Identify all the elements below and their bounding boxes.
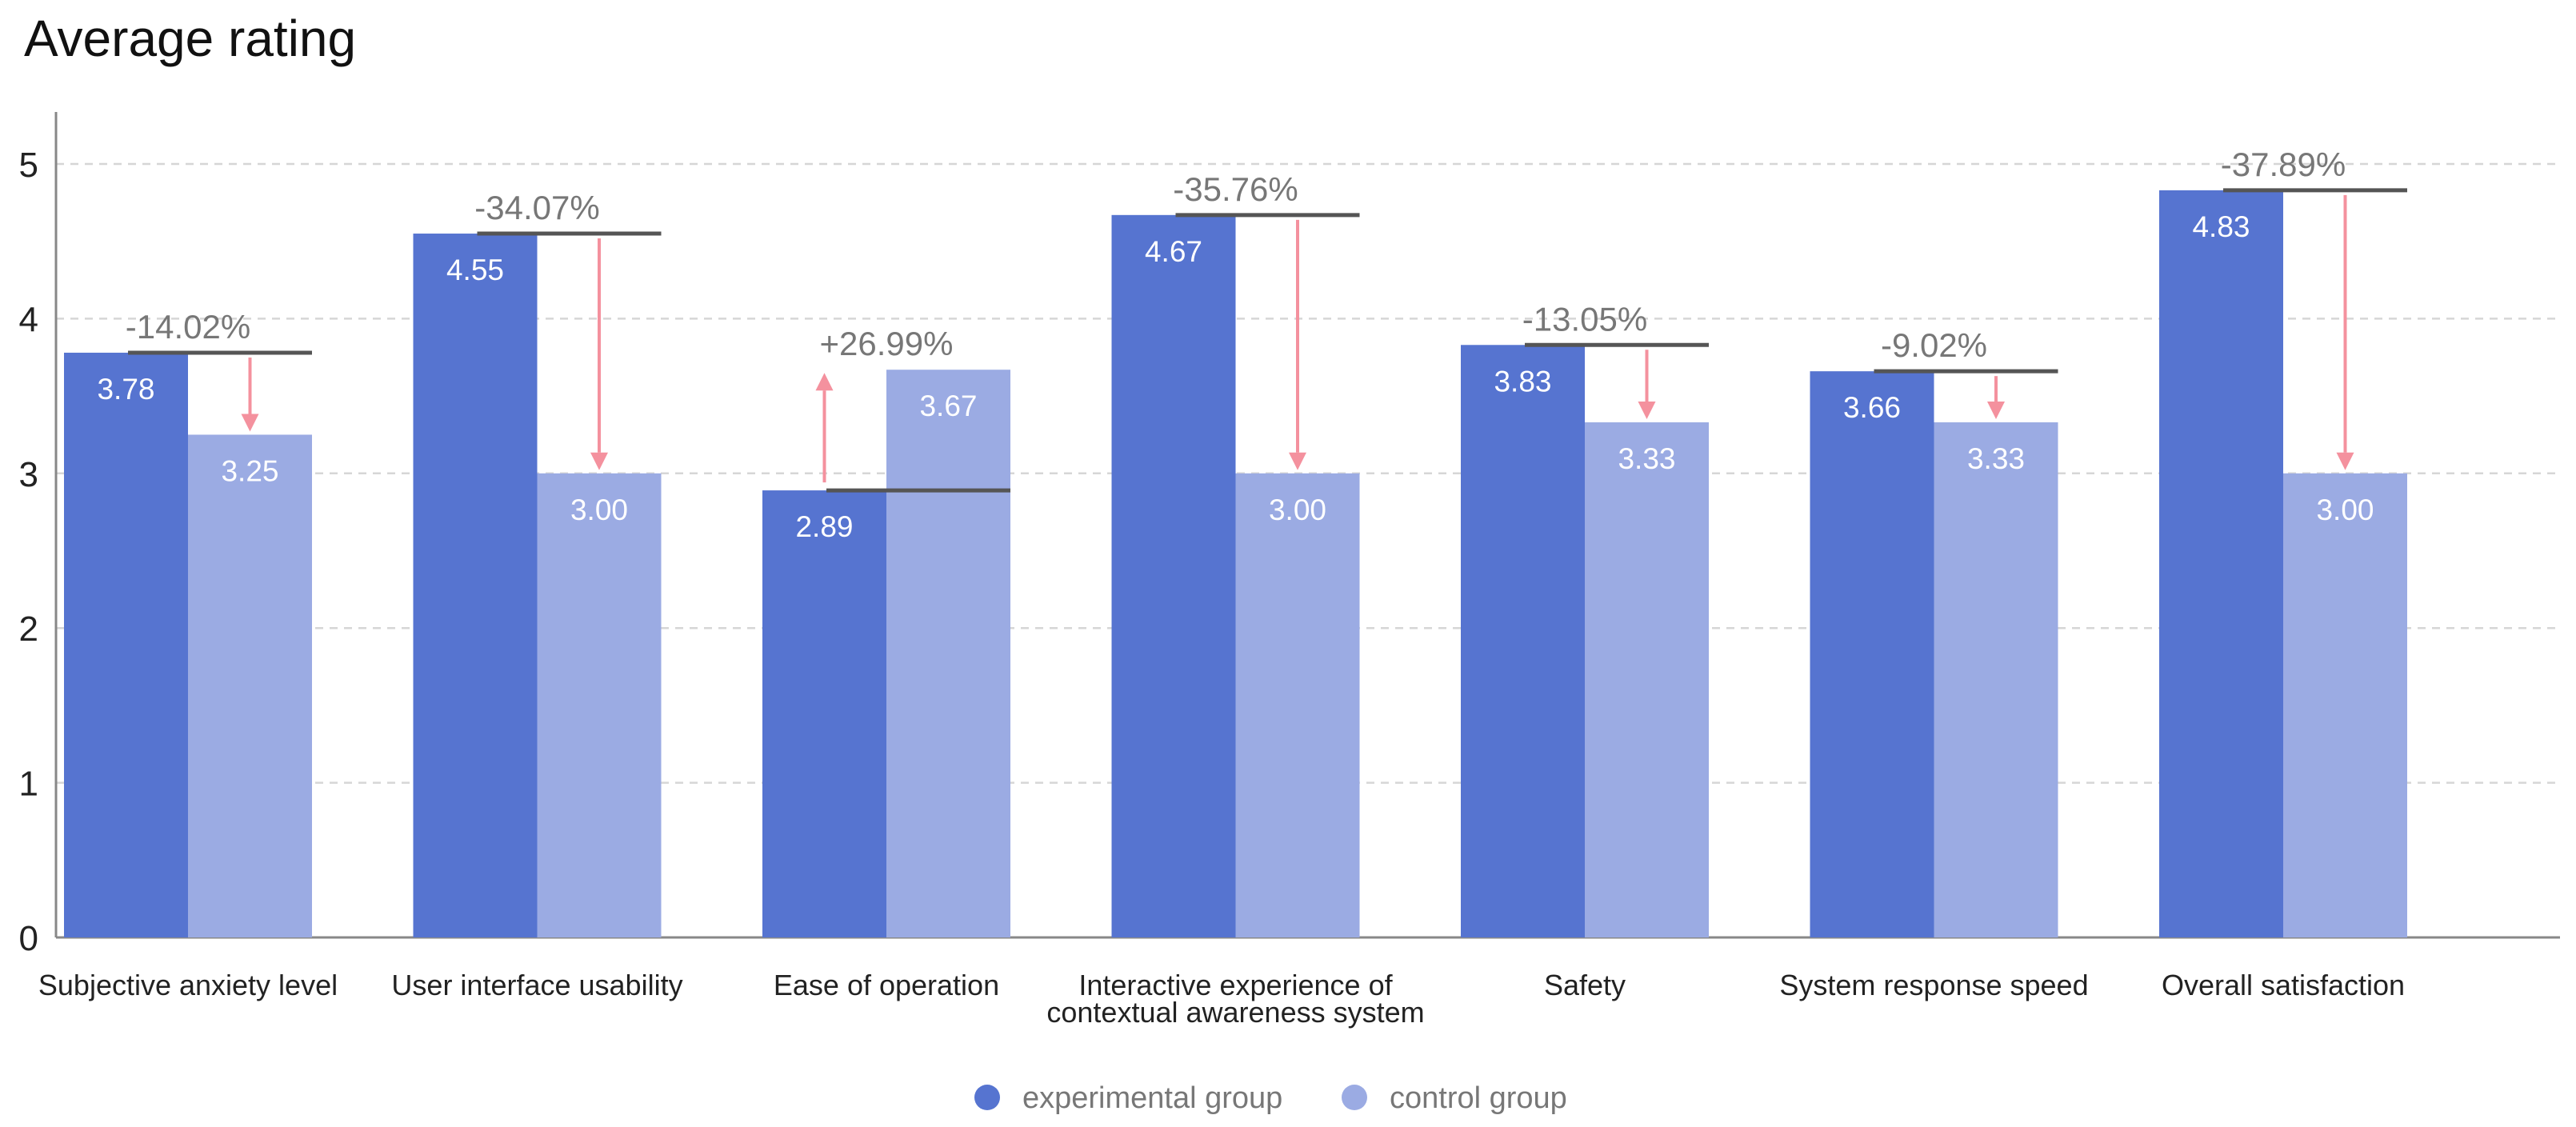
percent-change-label: -9.02% bbox=[1881, 326, 1987, 364]
bar-experimental bbox=[1111, 214, 1236, 937]
legend-label: experimental group bbox=[1022, 1081, 1282, 1115]
percent-change-label: -34.07% bbox=[474, 189, 599, 226]
y-tick-label: 1 bbox=[19, 765, 38, 804]
bar-label-experimental: 2.89 bbox=[795, 510, 853, 543]
bar-experimental bbox=[413, 234, 538, 937]
bar-control bbox=[537, 473, 662, 937]
bar-experimental bbox=[1810, 371, 1934, 937]
bar-experimental bbox=[1461, 345, 1585, 937]
change-arrow-head bbox=[1638, 401, 1656, 419]
annotations: -14.02% -34.07% +26.99% -35.76% -13.05% -9.02… bbox=[126, 146, 2407, 493]
bar-experimental bbox=[2159, 190, 2283, 938]
legend-marker bbox=[974, 1085, 1000, 1110]
y-tick-label: 5 bbox=[19, 146, 38, 185]
bar-label-control: 3.67 bbox=[919, 390, 977, 422]
bar-label-experimental: 3.66 bbox=[1843, 391, 1901, 424]
bar-experimental bbox=[762, 490, 886, 937]
percent-change-label: -14.02% bbox=[126, 308, 250, 346]
bar-experimental bbox=[64, 352, 188, 937]
bar-control bbox=[1585, 422, 1709, 937]
bars: 3.78 3.25 4.55 3.00 2.89 3.67 4.67 3.00 3.83 3.33… bbox=[64, 190, 2407, 938]
bar-control bbox=[1934, 422, 2058, 937]
bar-label-control: 3.00 bbox=[570, 494, 628, 526]
bar-control bbox=[886, 370, 1010, 937]
change-arrow-head bbox=[241, 414, 259, 432]
x-category-label: Interactive experience of bbox=[1078, 969, 1393, 1001]
x-category-label: contextual awareness system bbox=[1046, 996, 1424, 1029]
x-category-label: Ease of operation bbox=[774, 969, 999, 1001]
x-category-label: Safety bbox=[1544, 969, 1626, 1001]
change-arrow-head bbox=[815, 373, 834, 391]
axes: 0 1 2 3 4 5 Subjective anxiety level User inter… bbox=[19, 112, 2560, 1029]
y-tick-label: 2 bbox=[19, 609, 38, 649]
percent-change-label: +26.99% bbox=[820, 325, 954, 362]
x-category-label: User interface usability bbox=[391, 969, 682, 1001]
bar-control bbox=[2283, 473, 2407, 937]
bar-label-control: 3.00 bbox=[2316, 494, 2374, 526]
change-arrow-head bbox=[1987, 401, 2005, 419]
legend-label: control group bbox=[1390, 1081, 1567, 1115]
bar-label-experimental: 3.83 bbox=[1494, 365, 1551, 398]
legend: experimental group control group bbox=[974, 1081, 1567, 1115]
x-category-label: Subjective anxiety level bbox=[38, 969, 338, 1001]
bar-control bbox=[188, 434, 312, 937]
bar-label-experimental: 4.83 bbox=[2192, 210, 2250, 243]
bar-label-experimental: 4.67 bbox=[1145, 235, 1202, 268]
bar-label-experimental: 4.55 bbox=[446, 254, 504, 286]
y-tick-label: 3 bbox=[19, 455, 38, 494]
y-tick-label: 4 bbox=[19, 300, 38, 339]
bar-label-control: 3.33 bbox=[1967, 442, 2025, 475]
bar-label-experimental: 3.78 bbox=[97, 373, 154, 406]
bar-label-control: 3.25 bbox=[221, 454, 278, 487]
legend-marker bbox=[1342, 1085, 1367, 1110]
y-tick-label: 0 bbox=[19, 919, 38, 958]
chart-title: Average rating bbox=[24, 10, 356, 67]
percent-change-label: -37.89% bbox=[2221, 146, 2346, 183]
x-category-label: System response speed bbox=[1779, 969, 2088, 1001]
change-arrow-head bbox=[1289, 452, 1306, 470]
bar-control bbox=[1235, 473, 1360, 937]
percent-change-label: -13.05% bbox=[1522, 300, 1647, 338]
bar-label-control: 3.00 bbox=[1269, 494, 1326, 526]
x-category-label: Overall satisfaction bbox=[2162, 969, 2405, 1001]
bar-label-control: 3.33 bbox=[1618, 442, 1675, 475]
change-arrow-head bbox=[590, 452, 608, 470]
percent-change-label: -35.76% bbox=[1173, 170, 1298, 208]
change-arrow-head bbox=[2336, 452, 2354, 470]
